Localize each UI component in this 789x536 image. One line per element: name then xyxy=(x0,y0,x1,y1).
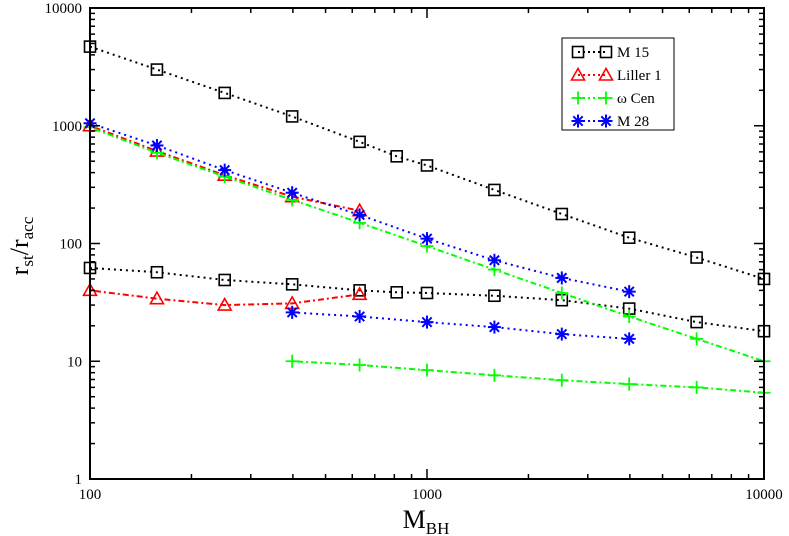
legend: M 15 Liller 1 ω Cen M 28 xyxy=(561,37,675,131)
y-tick-label: 10 xyxy=(67,354,82,370)
point-m-15 xyxy=(285,278,299,291)
point-m-15 xyxy=(390,150,404,163)
point-omega-cen xyxy=(555,286,569,300)
point-m-15 xyxy=(218,86,231,100)
point-m-28 xyxy=(555,271,569,285)
point-m-15 xyxy=(690,315,703,329)
point-omega-cen xyxy=(555,373,569,387)
series-omega-cen xyxy=(83,120,771,400)
point-m-28 xyxy=(622,285,636,299)
series-line-m-28-1 xyxy=(292,311,630,340)
point-m-28 xyxy=(622,332,636,346)
y-axis-title-sep: /r xyxy=(5,239,34,255)
point-m-15 xyxy=(690,251,703,264)
legend-marker-m-15 xyxy=(599,45,613,59)
tick-layer xyxy=(89,8,764,480)
point-m-28 xyxy=(218,163,232,177)
series-m-28 xyxy=(83,116,636,346)
legend-marker-omega-cen xyxy=(571,91,585,105)
point-m-28 xyxy=(285,186,299,200)
point-m-15 xyxy=(390,286,404,299)
point-m-28 xyxy=(487,320,501,334)
point-omega-cen xyxy=(487,368,501,382)
point-m-15 xyxy=(420,159,434,172)
point-m-15 xyxy=(285,110,299,123)
legend-label-omega-cen: ω Cen xyxy=(617,91,655,107)
y-tick-label: 1 xyxy=(75,472,83,488)
point-m-15 xyxy=(622,231,636,245)
point-m-28 xyxy=(150,138,164,152)
legend-marker-m-28 xyxy=(571,114,585,128)
tick-label-layer: 100 1000 10000 1 10 100 1000 10000 xyxy=(45,1,783,503)
point-m-15 xyxy=(218,273,231,287)
point-liller-1 xyxy=(351,286,368,301)
series-line-omega-cen-1 xyxy=(292,360,765,394)
legend-marker-omega-cen xyxy=(599,91,613,105)
legend-marks xyxy=(570,45,614,128)
x-tick-label: 10000 xyxy=(745,487,783,503)
point-omega-cen xyxy=(690,332,704,346)
point-m-15 xyxy=(353,135,366,149)
legend-label-m15: M 15 xyxy=(617,45,649,61)
x-axis-title: MBH xyxy=(403,505,450,536)
legend-marker-m-15 xyxy=(571,45,585,59)
legend-label-liller1: Liller 1 xyxy=(617,68,662,84)
point-m-15 xyxy=(150,63,164,76)
point-omega-cen xyxy=(622,309,636,323)
point-m-28 xyxy=(420,315,434,329)
x-axis-title-sub: BH xyxy=(426,519,450,536)
point-m-28 xyxy=(353,309,367,323)
y-axis-title-sub2: acc xyxy=(18,216,37,239)
series-line-m-15-1 xyxy=(89,266,765,333)
point-m-15 xyxy=(555,207,569,221)
legend-box xyxy=(561,37,675,131)
y-axis-title-sub1: st xyxy=(18,255,37,267)
point-m-28 xyxy=(555,327,569,341)
series-m-15 xyxy=(83,40,771,338)
point-m-28 xyxy=(420,232,434,246)
point-m-15 xyxy=(488,183,501,197)
point-m-15 xyxy=(488,289,501,303)
x-tick-label: 1000 xyxy=(412,487,442,503)
y-tick-label: 1000 xyxy=(52,119,82,135)
series-line-liller-1-1 xyxy=(89,289,360,307)
point-liller-1 xyxy=(216,296,233,311)
point-omega-cen xyxy=(690,380,704,394)
y-axis-title-main: r xyxy=(5,266,34,275)
series-layer xyxy=(82,40,771,400)
point-m-28 xyxy=(487,253,501,267)
y-tick-label: 10000 xyxy=(45,1,83,17)
series-line-m-15-0 xyxy=(89,45,765,280)
point-m-28 xyxy=(353,208,367,222)
legend-marker-liller-1 xyxy=(570,66,586,81)
point-omega-cen xyxy=(353,358,367,372)
y-axis-title: rst/racc xyxy=(5,216,37,275)
y-tick-label: 100 xyxy=(60,237,83,253)
point-omega-cen xyxy=(622,377,636,391)
legend-label-m28: M 28 xyxy=(617,114,649,130)
x-axis-title-main: M xyxy=(403,505,426,534)
legend-marker-liller-1 xyxy=(598,66,614,81)
point-omega-cen xyxy=(420,363,434,377)
x-tick-label: 100 xyxy=(79,487,102,503)
series-line-liller-1-0 xyxy=(89,124,360,212)
point-m-15 xyxy=(420,286,434,300)
point-m-15 xyxy=(150,265,164,279)
point-omega-cen xyxy=(285,354,299,368)
point-m-28 xyxy=(285,305,299,319)
legend-marker-m-28 xyxy=(599,114,613,128)
point-m-15 xyxy=(353,284,366,297)
point-liller-1 xyxy=(149,290,165,305)
